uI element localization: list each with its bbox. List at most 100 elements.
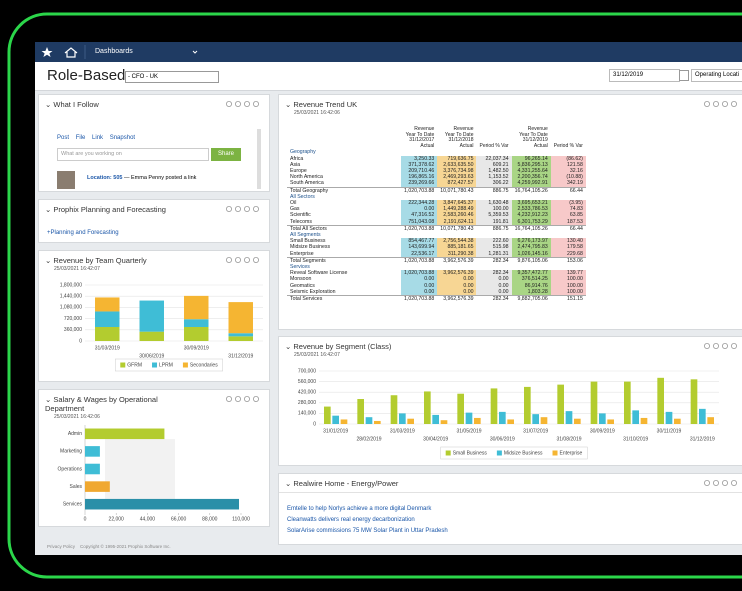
cell: 22,536.17 xyxy=(401,250,438,258)
segment-panel: ⌄ Revenue by Segment (Class) 25/03/2021 … xyxy=(278,336,742,466)
header-line: Year To Date xyxy=(519,131,548,138)
icon[interactable] xyxy=(704,343,710,349)
cell: 609.21 xyxy=(476,161,512,168)
cell: 209,710.46 xyxy=(401,167,438,175)
section-label: Geography xyxy=(290,149,316,156)
row-label: Gas xyxy=(290,206,300,213)
icon[interactable] xyxy=(730,101,737,107)
y-tick-label: 0 xyxy=(79,338,82,344)
icon[interactable] xyxy=(252,257,259,263)
scrollbar[interactable] xyxy=(257,129,261,189)
icon[interactable] xyxy=(721,101,728,107)
row-label: Total Segments xyxy=(287,256,401,265)
menu[interactable]: Dashboards xyxy=(95,48,133,55)
bar xyxy=(532,414,539,424)
cell: 3,847,645.37 xyxy=(437,200,477,207)
tab[interactable]: Link xyxy=(92,135,104,141)
tabs: Post File Link Snapshot xyxy=(57,135,135,141)
home-icon[interactable] xyxy=(64,47,78,58)
cell: 1,020,703.88 xyxy=(401,186,438,194)
row-label: Europe xyxy=(290,167,307,174)
header-line: Revenue xyxy=(527,126,548,132)
news-link[interactable]: Emtelle to help Norlys achieve a more di… xyxy=(287,506,432,512)
icon[interactable] xyxy=(243,257,250,263)
icon[interactable] xyxy=(226,396,232,402)
row-row: Reveal Software License 1,020,703.88 3,962… xyxy=(287,270,586,277)
bar xyxy=(465,412,473,424)
calendar-icon[interactable] xyxy=(679,70,689,81)
icon[interactable] xyxy=(252,396,259,402)
icon[interactable] xyxy=(712,480,719,486)
icon[interactable] xyxy=(226,206,232,212)
x-tick-label: 31/03/2019 xyxy=(95,345,120,351)
privacy-link[interactable]: Privacy Policy xyxy=(47,544,76,549)
footer: Privacy Policy Copyright © 1995-2021 Pro… xyxy=(47,544,171,549)
x-tick-label: 30/09/2019 xyxy=(184,345,209,351)
icon[interactable] xyxy=(234,257,241,263)
bar xyxy=(324,406,331,424)
section-row: Services xyxy=(287,264,586,270)
bar xyxy=(557,384,564,424)
icon[interactable] xyxy=(243,206,250,212)
icon[interactable] xyxy=(234,396,241,402)
icon[interactable] xyxy=(730,480,737,486)
icon[interactable] xyxy=(243,396,250,402)
panel-title: ⌄ Revenue by Team Quarterly xyxy=(45,256,147,265)
icon[interactable] xyxy=(704,101,710,107)
planning-link[interactable]: +Planning and Forecasting xyxy=(47,230,119,236)
icon[interactable] xyxy=(704,480,710,486)
cell: 86,914.76 xyxy=(511,282,551,289)
icon[interactable] xyxy=(721,480,728,486)
news-list: Emtelle to help Norlys achieve a more di… xyxy=(287,504,448,537)
cell: 2,533,786.53 xyxy=(511,206,551,213)
icon[interactable] xyxy=(226,101,232,107)
y-tick-label: 560,000 xyxy=(298,379,316,385)
row-row: South America 239,269.66 872,427.57 306.22 4… xyxy=(287,180,586,188)
feed-location[interactable]: Location: 505 xyxy=(87,175,123,181)
x-tick-label: 31/12/2019 xyxy=(228,353,253,359)
subtitle: 25/03/2021 16:42:06 xyxy=(54,414,100,420)
cell: 0.00 xyxy=(401,282,438,289)
news-link[interactable]: SolarArise commissions 75 MW Solar Plant… xyxy=(287,528,448,534)
share-button[interactable]: Share xyxy=(211,148,241,161)
bar-segment xyxy=(95,297,120,312)
post-input[interactable]: What are you working on xyxy=(57,148,209,161)
bar-segment xyxy=(139,300,164,332)
bar xyxy=(624,381,631,424)
icon[interactable] xyxy=(243,101,250,107)
row-label: Total Services xyxy=(287,295,401,303)
cell: 16,764,105.26 xyxy=(511,186,551,194)
icon[interactable] xyxy=(730,343,737,349)
icon[interactable] xyxy=(712,343,719,349)
bar xyxy=(524,386,531,424)
header-line: 31/12/2019 xyxy=(522,137,548,144)
icon[interactable] xyxy=(252,206,259,212)
header-row: Revenue Year To Date 31/12/2017 Actual Reven… xyxy=(287,126,586,149)
section-row: Geography xyxy=(287,149,586,155)
tab[interactable]: File xyxy=(75,135,86,141)
cell: 1,026,145.16 xyxy=(511,250,551,258)
panel-icons xyxy=(226,206,259,212)
role-select[interactable]: - CFO - UK xyxy=(125,71,219,83)
location-select[interactable]: Operating Locati xyxy=(691,69,742,82)
icon[interactable] xyxy=(721,343,728,349)
panel-title: ⌄ Revenue by Segment (Class) xyxy=(285,342,392,351)
bar xyxy=(457,393,464,424)
cell: 0.00 xyxy=(437,282,477,289)
tab[interactable]: Snapshot xyxy=(109,135,136,141)
date-input[interactable]: 31/12/2019 xyxy=(609,69,680,82)
header-cell: Revenue Year To Date 31/12/2018 Actual xyxy=(437,126,476,149)
icon[interactable] xyxy=(252,101,259,107)
news-link[interactable]: Cleanwatts delivers real energy decarbon… xyxy=(287,517,415,523)
icon[interactable] xyxy=(226,257,232,263)
icon[interactable] xyxy=(234,206,241,212)
row-row: Small Business 854,467.77 2,756,544.38 222.… xyxy=(287,238,586,245)
star-icon[interactable] xyxy=(41,47,53,57)
tab[interactable]: Post xyxy=(57,135,70,141)
title-text: What I Follow xyxy=(53,100,99,109)
icon[interactable] xyxy=(712,101,719,107)
legend-label: Secondaries xyxy=(190,362,218,368)
icon[interactable] xyxy=(234,101,241,107)
y-tick-label: Operations xyxy=(58,466,83,472)
bar-segment xyxy=(184,295,209,320)
